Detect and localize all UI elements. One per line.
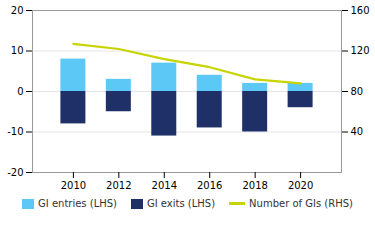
svg-text:2010: 2010	[61, 180, 86, 191]
svg-text:10: 10	[11, 45, 24, 56]
svg-text:80: 80	[351, 86, 364, 97]
svg-text:40: 40	[351, 126, 364, 137]
html-text:Number of GIs (RHS): Number of GIs (RHS)	[249, 198, 353, 209]
svg-text:2014: 2014	[152, 180, 177, 191]
svg-text:20: 20	[11, 5, 24, 16]
svg-text:120: 120	[351, 45, 370, 56]
html-text:GI entries (LHS): GI entries (LHS)	[38, 198, 117, 209]
svg-text:0: 0	[17, 86, 23, 97]
svg-text:2016: 2016	[197, 180, 222, 191]
svg-text:2012: 2012	[106, 180, 131, 191]
svg-text:-20: -20	[7, 167, 23, 178]
svg-text:2018: 2018	[242, 180, 267, 191]
svg-text:-10: -10	[7, 126, 23, 137]
svg-text:160: 160	[351, 5, 370, 16]
svg-text:2020: 2020	[288, 180, 313, 191]
html-text:GI exits (LHS): GI exits (LHS)	[147, 198, 216, 209]
